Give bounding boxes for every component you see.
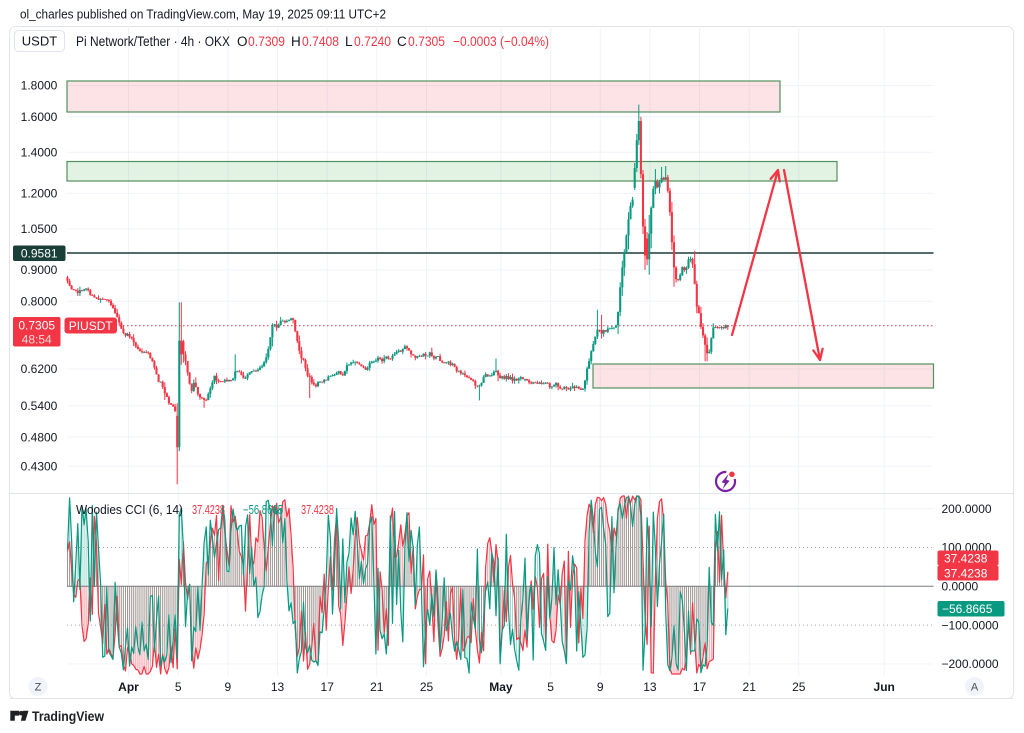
svg-text:25: 25 [420, 680, 434, 694]
svg-text:21: 21 [370, 680, 384, 694]
svg-text:0.7309: 0.7309 [248, 34, 285, 49]
svg-text:0.4800: 0.4800 [21, 430, 58, 444]
svg-text:1.6000: 1.6000 [21, 110, 58, 124]
svg-text:−56.8665: −56.8665 [942, 602, 993, 616]
svg-text:1.8000: 1.8000 [21, 79, 58, 93]
svg-text:−200.0000: −200.0000 [942, 657, 999, 671]
svg-text:Apr: Apr [118, 680, 139, 694]
svg-text:1.0500: 1.0500 [21, 222, 58, 236]
svg-text:0.7240: 0.7240 [354, 34, 391, 49]
svg-text:37.4238: 37.4238 [944, 551, 988, 565]
svg-text:17: 17 [321, 680, 335, 694]
svg-text:48:54: 48:54 [22, 332, 52, 346]
svg-text:L: L [345, 34, 353, 49]
svg-text:5: 5 [547, 680, 554, 694]
svg-text:1.4000: 1.4000 [21, 146, 58, 160]
svg-text:9: 9 [225, 680, 232, 694]
svg-text:37.4238: 37.4238 [301, 503, 334, 517]
svg-text:PIUSDT: PIUSDT [69, 319, 114, 333]
svg-text:0.7305: 0.7305 [408, 34, 445, 49]
svg-text:O: O [237, 34, 248, 49]
svg-text:TradingView: TradingView [32, 709, 104, 724]
svg-text:5: 5 [175, 680, 182, 694]
svg-text:9: 9 [597, 680, 604, 694]
svg-text:H: H [291, 34, 301, 49]
svg-text:0.8000: 0.8000 [21, 294, 58, 308]
svg-text:A: A [971, 682, 979, 694]
svg-text:13: 13 [271, 680, 285, 694]
svg-text:−56.8665: −56.8665 [243, 503, 283, 517]
svg-text:0.0000: 0.0000 [942, 580, 979, 594]
svg-text:37.4238: 37.4238 [944, 566, 988, 580]
svg-text:37.4238: 37.4238 [192, 503, 225, 517]
svg-text:13: 13 [643, 680, 657, 694]
svg-text:0.4300: 0.4300 [21, 460, 58, 474]
svg-text:C: C [397, 34, 407, 49]
svg-text:0.9581: 0.9581 [21, 247, 58, 261]
svg-text:0.9000: 0.9000 [21, 263, 58, 277]
svg-text:21: 21 [743, 680, 757, 694]
svg-text:25: 25 [792, 680, 806, 694]
svg-text:200.0000: 200.0000 [942, 502, 992, 516]
svg-text:May: May [489, 680, 513, 694]
svg-text:−100.0000: −100.0000 [942, 618, 999, 632]
svg-text:1.2000: 1.2000 [21, 187, 58, 201]
svg-text:0.7408: 0.7408 [302, 34, 339, 49]
svg-text:USDT: USDT [22, 34, 57, 49]
svg-text:0.7305: 0.7305 [18, 318, 55, 332]
svg-text:0.6200: 0.6200 [21, 362, 58, 376]
svg-text:ol_charles published on Tradin: ol_charles published on TradingView.com,… [20, 7, 386, 22]
svg-text:Pi Network/Tether · 4h · OKX: Pi Network/Tether · 4h · OKX [76, 34, 230, 49]
svg-text:Jun: Jun [874, 680, 895, 694]
svg-text:−0.0003 (−0.04%): −0.0003 (−0.04%) [453, 34, 549, 49]
svg-text:17: 17 [693, 680, 707, 694]
svg-text:Z: Z [35, 682, 42, 694]
svg-text:Woodies CCI (6, 14): Woodies CCI (6, 14) [76, 502, 183, 517]
svg-text:0.5400: 0.5400 [21, 399, 58, 413]
